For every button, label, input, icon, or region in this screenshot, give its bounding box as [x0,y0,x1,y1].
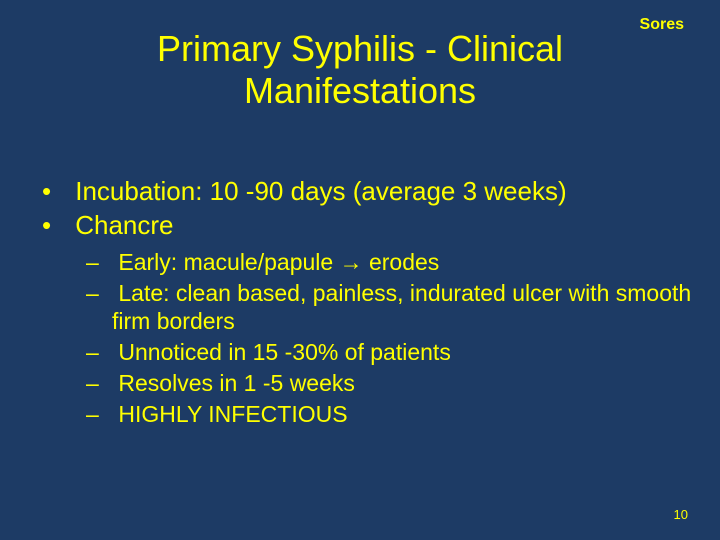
bullet-text: Early: macule/papule → erodes [118,249,439,275]
bullet-level1: Incubation: 10 -90 days (average 3 weeks… [42,175,692,208]
bullet-text: Incubation: 10 -90 days (average 3 weeks… [75,176,566,206]
bullet-level1: Chancre [42,209,692,242]
annotation-label: Sores [640,16,684,34]
bullet-level2: Early: macule/papule → erodes [86,248,692,277]
sub-bullet-list: Early: macule/papule → erodes Late: clea… [42,248,692,429]
slide-body: Incubation: 10 -90 days (average 3 weeks… [28,175,692,429]
bullet-level2: Resolves in 1 -5 weeks [86,369,692,398]
slide: Sores Primary Syphilis - Clinical Manife… [0,0,720,540]
bullet-text: Late: clean based, painless, indurated u… [112,280,691,335]
bullet-level2: Unnoticed in 15 -30% of patients [86,338,692,367]
bullet-level2: HIGHLY INFECTIOUS [86,400,692,429]
bullet-text: Chancre [75,210,173,240]
bullet-text: HIGHLY INFECTIOUS [118,401,347,427]
bullet-text: Unnoticed in 15 -30% of patients [118,339,450,365]
bullet-text: Resolves in 1 -5 weeks [118,370,355,396]
slide-title: Primary Syphilis - Clinical Manifestatio… [110,28,610,113]
bullet-level2: Late: clean based, painless, indurated u… [86,279,692,337]
page-number: 10 [674,507,688,522]
